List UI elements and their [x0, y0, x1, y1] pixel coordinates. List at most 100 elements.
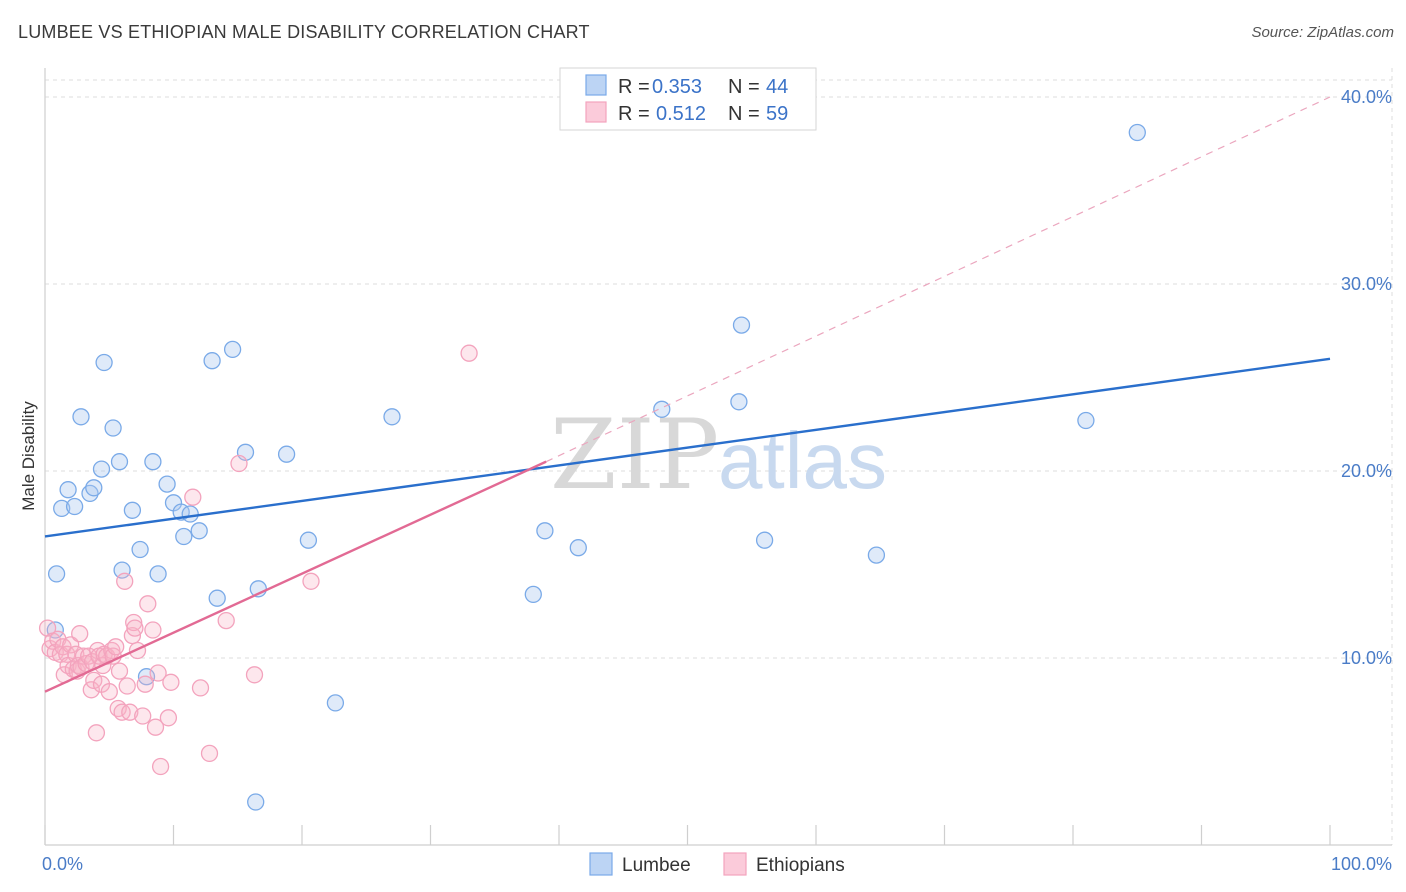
point-ethiopians-46	[139, 595, 157, 613]
point-ethiopians-41	[125, 613, 143, 632]
point-ethiopians-60	[460, 344, 478, 362]
point-lumbee-16	[144, 453, 162, 471]
point-ethiopians-59	[302, 572, 320, 590]
bottom-legend-label-lumbee: Lumbee	[622, 855, 691, 876]
point-lumbee-8	[92, 460, 111, 478]
point-lumbee-18	[158, 475, 176, 493]
point-lumbee-43	[1128, 123, 1146, 142]
legend-r-label-lumbee: R =	[618, 76, 650, 98]
tick-labels: 10.0% 20.0% 30.0% 40.0% 0.0% 100.0%	[42, 87, 1392, 874]
legend-n-value-lumbee: 44	[766, 76, 788, 98]
point-lumbee-2	[53, 499, 71, 518]
y-axis-label: Male Disability	[19, 401, 38, 511]
bottom-legend: Lumbee Ethiopians	[589, 852, 845, 876]
trend-line-ethiopians-extension	[545, 96, 1331, 463]
watermark-atlas: atlas	[718, 416, 887, 505]
point-lumbee-35	[536, 522, 554, 540]
source-label: Source: ZipAtlas.com	[1251, 24, 1394, 41]
point-lumbee-36	[569, 539, 587, 557]
bottom-legend-swatch-lumbee	[589, 852, 613, 876]
point-lumbee-12	[113, 561, 131, 579]
legend-n-label-lumbee: N =	[728, 76, 760, 98]
point-ethiopians-30	[100, 683, 118, 701]
bottom-legend-swatch-ethiopians	[723, 852, 747, 876]
point-ethiopians-39	[121, 703, 139, 721]
point-lumbee-10	[104, 419, 122, 437]
point-lumbee-34	[524, 585, 542, 604]
point-lumbee-30	[277, 445, 296, 463]
point-ethiopians-23	[87, 724, 106, 742]
point-lumbee-37	[653, 400, 671, 418]
point-ethiopians-0	[38, 619, 57, 637]
bottom-legend-label-ethiopians: Ethiopians	[756, 855, 845, 876]
point-lumbee-23	[190, 522, 208, 540]
gridlines	[45, 68, 1393, 845]
point-lumbee-25	[208, 589, 226, 607]
point-lumbee-38	[730, 393, 748, 411]
point-ethiopians-44	[134, 707, 152, 725]
legend-r-label-ethiopians: R =	[618, 103, 650, 125]
point-ethiopians-56	[217, 611, 235, 630]
point-lumbee-7	[85, 479, 103, 497]
point-ethiopians-37	[116, 572, 134, 590]
point-ethiopians-49	[149, 664, 167, 682]
point-lumbee-24	[203, 352, 221, 370]
point-ethiopians-42	[126, 619, 144, 637]
legend-n-label-ethiopians: N =	[728, 103, 760, 125]
point-lumbee-40	[755, 531, 774, 549]
point-lumbee-22	[181, 505, 199, 523]
point-lumbee-26	[223, 340, 242, 359]
point-lumbee-11	[110, 453, 129, 471]
chart-title: LUMBEE VS ETHIOPIAN MALE DISABILITY CORR…	[18, 22, 590, 42]
legend-swatch-lumbee	[585, 74, 607, 96]
point-ethiopians-54	[191, 679, 210, 697]
point-ethiopians-47	[144, 621, 162, 639]
y-tick-label-3: 40.0%	[1341, 87, 1392, 107]
point-ethiopians-52	[162, 673, 180, 691]
y-tick-label-0: 10.0%	[1341, 648, 1392, 668]
point-ethiopians-45	[136, 675, 154, 693]
point-ethiopians-48	[146, 718, 165, 736]
point-ethiopians-50	[151, 757, 170, 776]
point-ethiopians-55	[200, 744, 219, 763]
trend-line-ethiopians	[44, 460, 547, 693]
point-lumbee-41	[867, 546, 886, 564]
point-lumbee-9	[95, 353, 113, 372]
point-ethiopians-51	[159, 709, 178, 727]
watermark: ZIP atlas	[550, 399, 887, 511]
point-lumbee-17	[149, 565, 167, 583]
y-tick-label-2: 30.0%	[1341, 274, 1392, 294]
point-ethiopians-33	[107, 638, 125, 656]
point-ethiopians-35	[110, 662, 129, 680]
point-ethiopians-38	[118, 677, 136, 695]
point-lumbee-28	[247, 793, 265, 811]
x-tick-label-0: 0.0%	[42, 854, 83, 874]
point-ethiopians-10	[62, 636, 80, 654]
point-lumbee-42	[1077, 411, 1095, 430]
legend-n-value-ethiopians: 59	[766, 103, 788, 125]
point-lumbee-14	[131, 540, 149, 559]
legend-r-value-ethiopians: 0.512	[656, 103, 706, 125]
trend-line-lumbee	[44, 357, 1331, 538]
point-lumbee-21	[175, 527, 193, 546]
point-lumbee-1	[47, 565, 66, 583]
legend-swatch-ethiopians	[585, 101, 607, 123]
y-tick-label-1: 20.0%	[1341, 461, 1392, 481]
point-ethiopians-53	[184, 488, 202, 506]
axes	[44, 68, 1392, 846]
point-lumbee-5	[72, 408, 90, 426]
point-lumbee-32	[326, 694, 345, 712]
point-lumbee-4	[65, 497, 84, 516]
trend-lines	[44, 96, 1331, 693]
point-ethiopians-57	[230, 454, 248, 473]
point-lumbee-13	[123, 501, 142, 519]
point-lumbee-39	[732, 316, 751, 334]
point-lumbee-31	[299, 531, 318, 549]
point-ethiopians-58	[245, 666, 264, 684]
point-ethiopians-15	[71, 625, 89, 643]
legend: R = 0.353 N = 44 R = 0.512 N = 59	[559, 67, 817, 131]
legend-r-value-lumbee: 0.353	[652, 76, 702, 98]
point-lumbee-3	[59, 481, 77, 499]
point-lumbee-33	[383, 408, 401, 426]
